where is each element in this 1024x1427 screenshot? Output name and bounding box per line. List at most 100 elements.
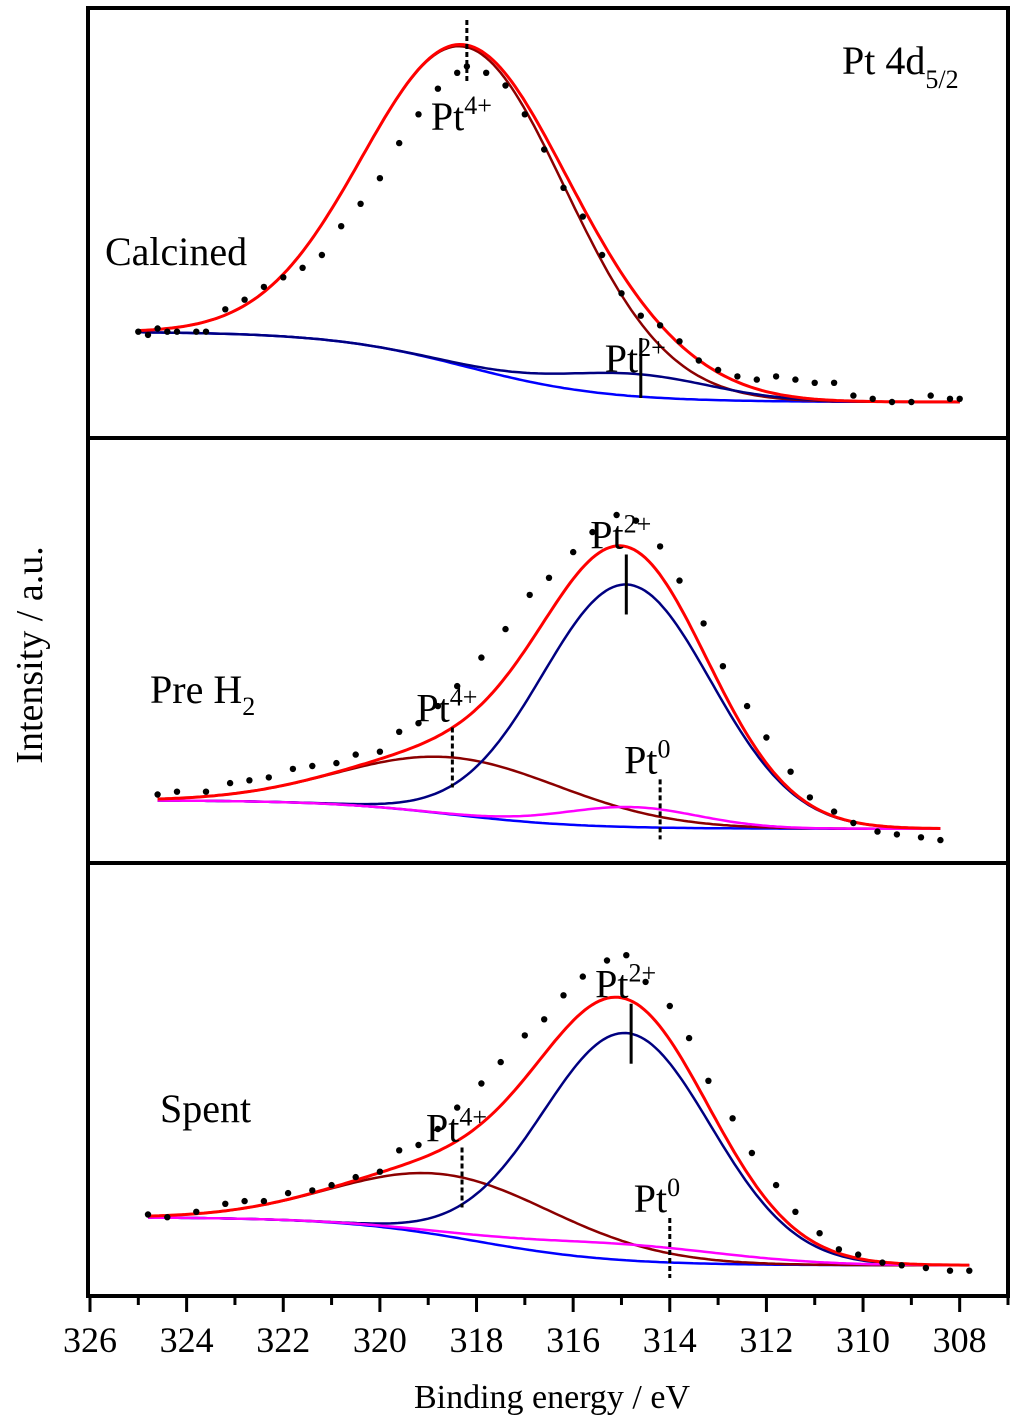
data-point <box>526 591 533 599</box>
data-point <box>415 720 422 727</box>
marker-label-main: Pt <box>416 685 449 730</box>
sample-label: Calcined <box>105 229 247 274</box>
data-point <box>806 794 814 801</box>
data-point <box>642 978 649 986</box>
background-line <box>138 331 960 404</box>
marker-label: Pt0 <box>624 734 670 782</box>
data-point <box>415 111 422 118</box>
data-point <box>396 1147 403 1154</box>
x-tick-label: 314 <box>643 1320 697 1360</box>
data-point <box>623 952 630 959</box>
envelope-fit <box>157 544 941 830</box>
data-point <box>685 1034 693 1042</box>
x-tick-label: 312 <box>739 1320 793 1360</box>
data-point <box>748 1149 756 1157</box>
marker-label: Pt4+ <box>416 682 477 730</box>
data-point <box>284 1189 292 1197</box>
data-point <box>415 1141 422 1149</box>
data-point <box>700 620 707 627</box>
data-point <box>144 331 152 339</box>
data-point <box>497 1058 504 1066</box>
data-point <box>772 1181 780 1189</box>
data-point <box>560 184 567 191</box>
data-point <box>695 357 702 364</box>
data-point <box>521 111 528 118</box>
data-point <box>908 398 915 406</box>
marker-label: Pt2+ <box>590 509 651 557</box>
data-point <box>666 1002 673 1010</box>
component-pt2plus <box>148 1031 970 1267</box>
y-axis-label: Intensity / a.u. <box>9 546 51 763</box>
x-axis: 326 324 322 320 318 316 314 312 310 308 <box>63 1296 1010 1360</box>
data-point <box>309 1187 316 1194</box>
data-point <box>656 543 664 550</box>
data-point <box>193 1208 200 1216</box>
data-point <box>454 1104 461 1111</box>
data-point <box>705 1077 712 1085</box>
data-point <box>478 654 485 661</box>
data-point <box>714 366 722 374</box>
data-point <box>830 808 838 815</box>
data-point <box>598 251 606 259</box>
data-point <box>164 1214 171 1221</box>
data-point <box>144 1211 152 1218</box>
data-point <box>241 296 248 303</box>
data-point <box>463 63 471 70</box>
data-point <box>502 625 509 633</box>
data-point <box>434 85 442 92</box>
panel-frame <box>86 436 1010 865</box>
sample-label-text: Pre H <box>150 667 242 712</box>
data-point <box>541 1016 548 1023</box>
x-tick-label: 308 <box>933 1320 987 1360</box>
panel-frame <box>86 861 1010 1298</box>
data-point <box>927 392 934 399</box>
marker-label: Pt4+ <box>426 1102 487 1150</box>
x-tick-label: 320 <box>353 1320 407 1360</box>
data-point <box>478 1080 485 1087</box>
data-point <box>352 1173 359 1181</box>
marker-label-main: Pt <box>595 962 628 1007</box>
data-point <box>792 376 799 383</box>
component-pt2plus <box>157 583 941 830</box>
data-point <box>570 548 577 556</box>
data-point <box>545 574 553 581</box>
data-point <box>855 1251 862 1258</box>
data-point <box>922 1264 930 1272</box>
data-point <box>676 577 683 584</box>
data-point <box>454 69 461 77</box>
data-point <box>241 1197 248 1205</box>
data-point <box>164 328 171 335</box>
data-point <box>560 992 567 999</box>
data-point <box>454 682 461 690</box>
data-point <box>811 379 818 386</box>
data-point <box>352 751 359 758</box>
data-point <box>632 517 640 524</box>
data-point <box>753 376 760 383</box>
data-point <box>173 788 181 795</box>
data-point <box>483 69 490 77</box>
data-point <box>173 328 181 335</box>
data-point <box>763 734 770 741</box>
envelope-fit <box>147 995 970 1267</box>
data-point <box>898 1262 905 1269</box>
data-point <box>260 283 268 291</box>
x-tick-label: 322 <box>256 1320 310 1360</box>
marker-label: Pt0 <box>634 1173 680 1221</box>
envelope-fit <box>138 42 960 404</box>
sample-label: Pre H2 <box>150 667 255 721</box>
data-point <box>613 511 620 519</box>
panel-pre-h2: Pt4+ Pt2+ Pt0 Pre H2 <box>86 436 1010 865</box>
data-point <box>154 791 161 798</box>
data-point <box>772 373 780 380</box>
data-point <box>917 834 925 841</box>
region-label-subscript: 5/2 <box>925 65 958 94</box>
marker-label-main: Pt <box>624 737 657 782</box>
data-point <box>850 392 857 399</box>
data-point <box>502 82 509 89</box>
data-point <box>222 306 229 313</box>
data-point <box>289 765 297 773</box>
